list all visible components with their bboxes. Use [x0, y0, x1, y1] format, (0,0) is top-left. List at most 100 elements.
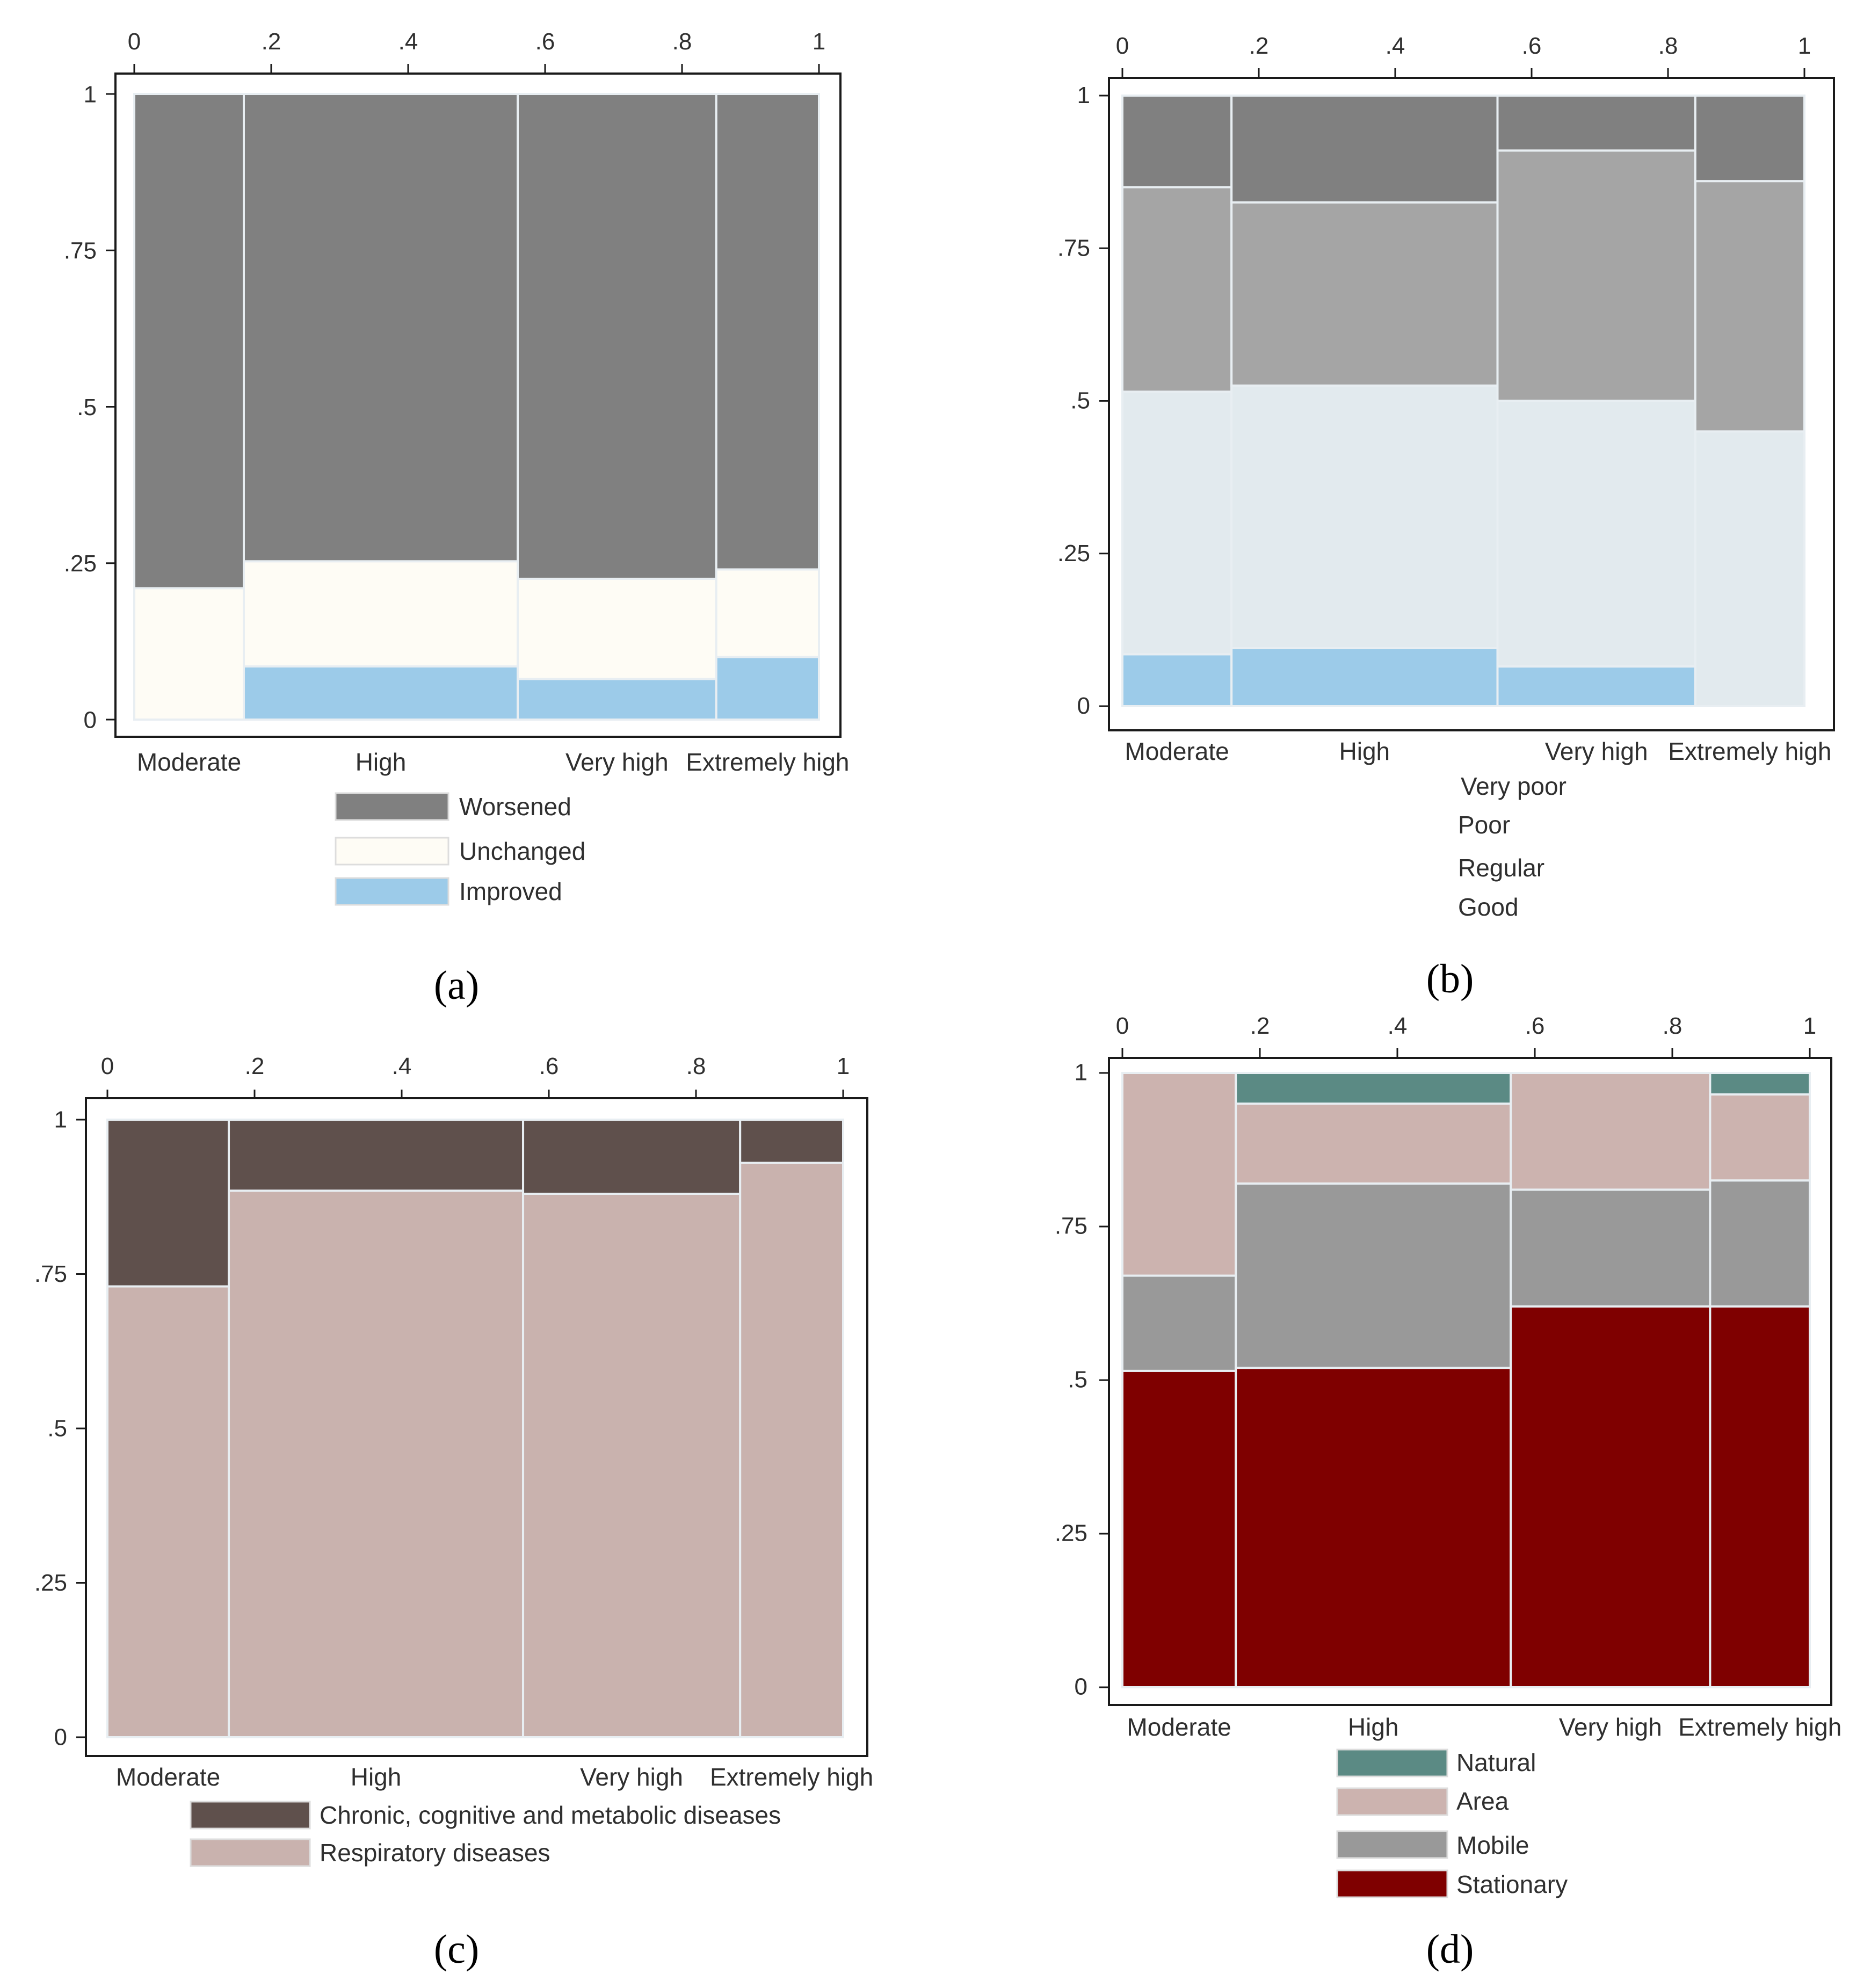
cell-moderate-chronic-cognitive-and-metabolic-diseases	[106, 1119, 230, 1288]
category-label-moderate: Moderate	[1127, 1713, 1231, 1741]
legend-label-regular: Regular	[1458, 854, 1544, 882]
mosaic-cells	[1121, 1072, 1811, 1689]
legend-label-chronic: Chronic, cognitive and metabolic disease…	[320, 1801, 781, 1829]
cell-extremely-high-worsened	[715, 93, 820, 571]
axes: Moderate High Very high Extremely high 0 .2 .4…	[1057, 33, 1832, 765]
legend-label-respiratory: Respiratory diseases	[320, 1839, 550, 1867]
y-tick-label: 1	[1075, 1059, 1087, 1085]
y-tick-label: .75	[1055, 1213, 1087, 1239]
cell-moderate-unchanged	[133, 587, 245, 721]
y-tick-label: .75	[34, 1261, 67, 1287]
x-tick-label: 1	[813, 28, 825, 55]
legend-label-very-poor: Very poor	[1461, 772, 1567, 800]
legend-swatch-mobile	[1336, 1830, 1448, 1859]
category-label-high: High	[1348, 1713, 1399, 1741]
cell-very-high-chronic-cognitive-and-metabolic-diseases	[522, 1119, 742, 1195]
category-label-very-high: Very high	[1559, 1713, 1662, 1741]
cell-high-unchanged	[243, 560, 519, 667]
mosaic-cells	[1121, 95, 1806, 707]
y-tick-label: 1	[84, 81, 97, 107]
x-tick-label: .8	[1663, 1013, 1683, 1039]
x-tick-label: .6	[1522, 33, 1542, 59]
legend-label-area: Area	[1456, 1787, 1509, 1815]
y-tick-label: .5	[1068, 1366, 1087, 1392]
cell-very-high-stationary	[1510, 1305, 1712, 1688]
panel-label: (b)	[1426, 956, 1474, 1002]
legend-swatch-stationary	[1336, 1869, 1448, 1898]
legend-label-unchanged: Unchanged	[459, 837, 585, 865]
x-tick-label: .4	[1386, 33, 1405, 59]
legend-swatch-area	[1336, 1787, 1448, 1816]
category-label-extremely-high: Extremely high	[1668, 737, 1831, 765]
legend: Very poor Poor Regular Good	[1458, 772, 1567, 921]
x-tick-label: 1	[1798, 33, 1811, 59]
y-tick-label: .25	[64, 550, 97, 577]
x-tick-label: 0	[1116, 1013, 1129, 1039]
cell-moderate-stationary	[1121, 1369, 1237, 1689]
x-tick-label: .6	[539, 1053, 559, 1079]
x-tick-label: 0	[1116, 33, 1129, 59]
category-label-high: High	[351, 1763, 402, 1791]
cell-high-poor	[1230, 201, 1499, 387]
legend-label-mobile: Mobile	[1456, 1831, 1529, 1859]
x-tick-label: 0	[101, 1053, 114, 1079]
legend-swatch-worsened	[335, 792, 449, 821]
category-label-extremely-high: Extremely high	[710, 1763, 873, 1791]
x-tick-label: 1	[1803, 1013, 1816, 1039]
y-tick-label: .5	[1070, 388, 1090, 414]
axes: Moderate High Very high Extremely high 0 .2 .4…	[34, 1053, 873, 1791]
panel-c: Moderate High Very high Extremely high 0 .2 .4…	[34, 1053, 873, 1972]
cell-moderate-very-poor	[1121, 95, 1233, 188]
x-tick-label: .2	[1249, 33, 1269, 59]
panel-label: (a)	[434, 963, 479, 1008]
category-label-moderate: Moderate	[116, 1763, 220, 1791]
category-label-very-high: Very high	[565, 748, 669, 776]
x-tick-label: .6	[535, 28, 555, 55]
x-tick-label: .6	[1525, 1013, 1545, 1039]
panel-label: (d)	[1426, 1927, 1474, 1972]
y-tick-label: .5	[47, 1416, 67, 1442]
cell-moderate-poor	[1121, 186, 1233, 393]
cell-very-high-mobile	[1510, 1188, 1712, 1308]
cell-extremely-high-improved	[715, 656, 820, 721]
cell-very-high-very-poor	[1496, 95, 1696, 152]
x-tick-label: .8	[686, 1053, 706, 1079]
y-tick-label: 0	[1075, 1673, 1087, 1700]
cell-extremely-high-natural	[1709, 1072, 1811, 1096]
legend-label-worsened: Worsened	[459, 793, 571, 821]
legend: Natural Area Mobile Stationary	[1336, 1748, 1568, 1898]
cell-extremely-high-very-poor	[1694, 95, 1806, 183]
y-tick-label: .75	[1057, 235, 1090, 261]
cell-extremely-high-poor	[1694, 180, 1806, 433]
cell-very-high-improved	[517, 678, 717, 721]
cell-very-high-good	[1496, 665, 1696, 707]
cell-moderate-good	[1121, 653, 1233, 707]
cell-very-high-unchanged	[517, 577, 717, 680]
x-tick-label: 1	[837, 1053, 850, 1079]
y-tick-label: 0	[54, 1724, 67, 1751]
cell-high-good	[1230, 647, 1499, 707]
cell-high-natural	[1235, 1072, 1512, 1105]
category-label-very-high: Very high	[1545, 737, 1648, 765]
y-tick-label: 1	[54, 1107, 67, 1133]
panel-b: Moderate High Very high Extremely high 0 .2 .4…	[1057, 33, 1835, 1002]
category-label-high: High	[1339, 737, 1390, 765]
y-tick-label: .25	[1055, 1520, 1087, 1546]
y-tick-label: .75	[64, 238, 97, 264]
cell-moderate-mobile	[1121, 1274, 1237, 1372]
cell-high-respiratory-diseases	[228, 1189, 525, 1738]
legend-label-good: Good	[1458, 893, 1519, 921]
cell-high-worsened	[243, 93, 519, 563]
panel-d: Moderate High Very high Extremely high 0 .2 .4…	[1055, 1013, 1841, 1972]
x-tick-label: 0	[128, 28, 141, 55]
x-tick-label: .2	[262, 28, 281, 55]
legend-label-poor: Poor	[1458, 811, 1510, 839]
cell-extremely-high-mobile	[1709, 1179, 1811, 1308]
category-label-extremely-high: Extremely high	[686, 748, 849, 776]
cell-very-high-poor	[1496, 149, 1696, 402]
cell-high-chronic-cognitive-and-metabolic-diseases	[228, 1119, 525, 1192]
cell-very-high-worsened	[517, 93, 717, 580]
cell-high-regular	[1230, 384, 1499, 649]
cell-high-area	[1235, 1102, 1512, 1185]
cell-moderate-regular	[1121, 390, 1233, 656]
